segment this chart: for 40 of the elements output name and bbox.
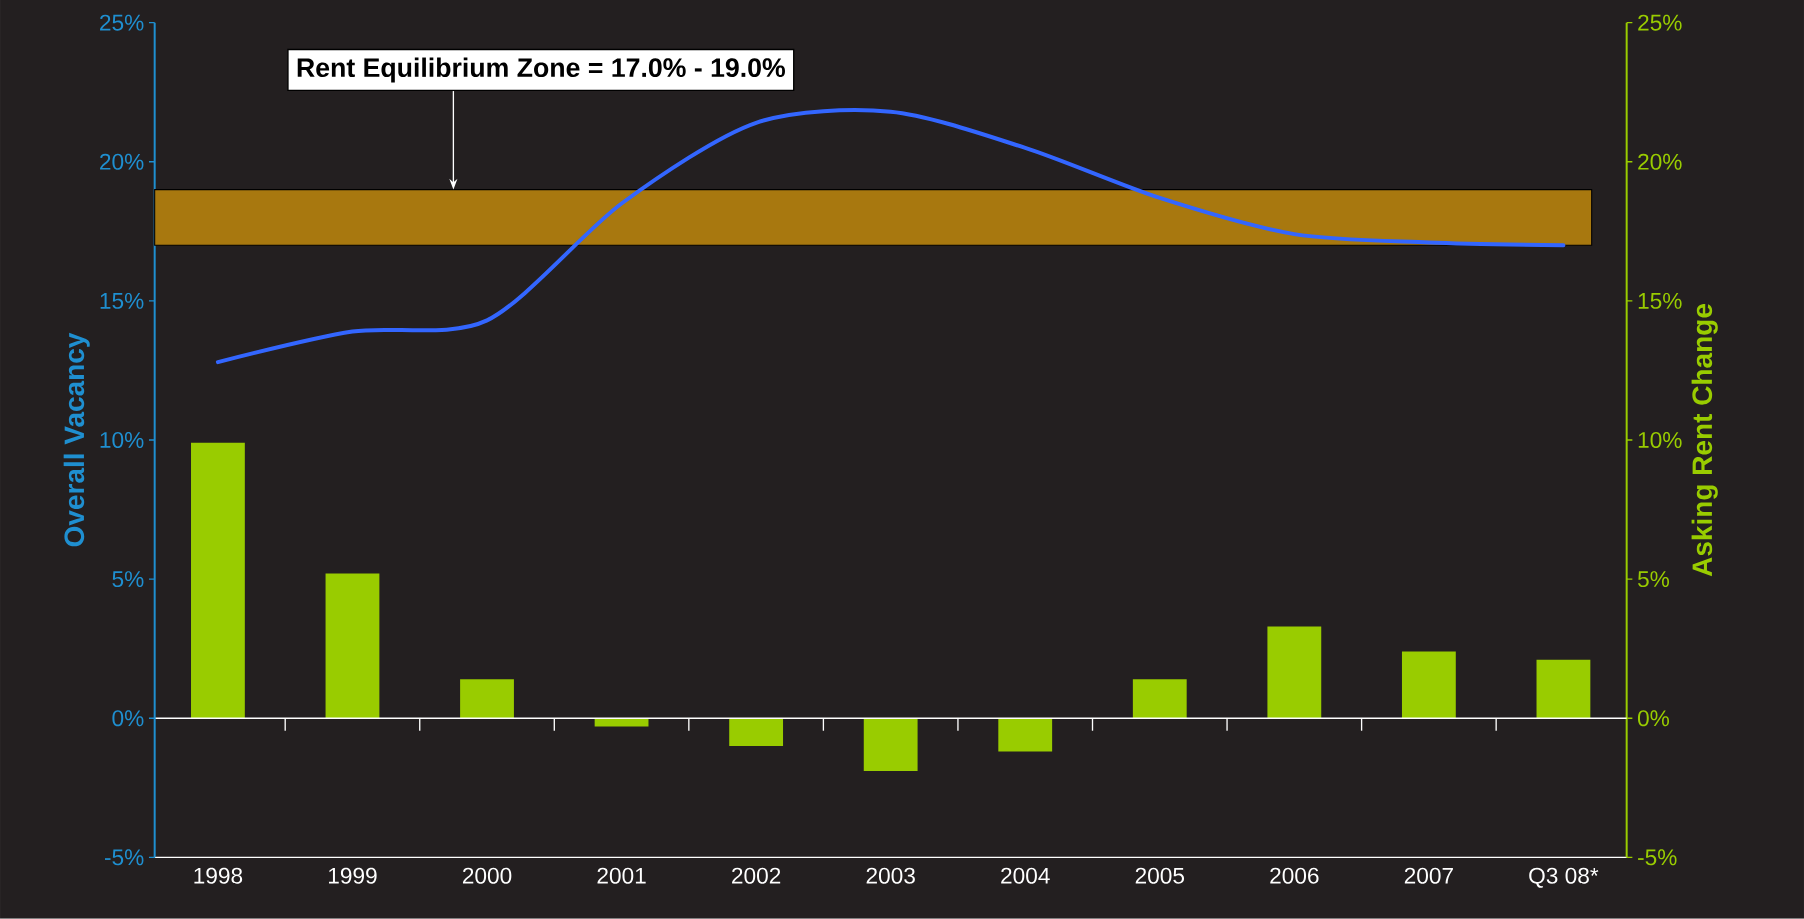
- bar: [863, 718, 918, 772]
- y-tick-label: 15%: [100, 293, 144, 310]
- bar: [594, 718, 649, 727]
- bar: [1267, 626, 1322, 719]
- bar: [460, 679, 514, 719]
- x-tick-label: 2002: [732, 867, 781, 884]
- y-tick-label: 0%: [112, 710, 144, 727]
- y2-tick-label: 20%: [1638, 153, 1682, 170]
- y2-tick-label: -5%: [1638, 849, 1677, 866]
- y-tick-label: 25%: [100, 14, 144, 31]
- x-tick-label: 2005: [1135, 867, 1185, 884]
- x-tick-label: 2003: [866, 867, 915, 884]
- y-tick-label: -5%: [104, 849, 144, 866]
- x-tick-label: 1999: [328, 867, 377, 884]
- x-tick-label: 2006: [1270, 867, 1319, 884]
- y2-tick-label: 15%: [1638, 293, 1682, 310]
- y-tick-label: 20%: [100, 153, 144, 170]
- y2-tick-label: 5%: [1637, 571, 1670, 588]
- bar: [729, 718, 784, 747]
- x-tick-label: 2004: [1001, 867, 1050, 884]
- x-tick-label: Q3 08*: [1529, 867, 1599, 889]
- bar: [1401, 651, 1456, 719]
- y2-tick-label: 0%: [1637, 710, 1670, 727]
- bar: [191, 442, 245, 719]
- band-label: Rent Equilibrium Zone = 17.0% - 19.0%: [297, 57, 785, 83]
- x-tick-label: 2007: [1404, 867, 1453, 884]
- y-tick-label: 10%: [100, 432, 144, 449]
- bar: [1132, 679, 1187, 719]
- y-axis-title: Overall Vacancy: [63, 332, 90, 547]
- x-tick-label: 1998: [194, 867, 243, 884]
- bar: [998, 718, 1053, 752]
- y-tick-label: 5%: [112, 571, 144, 588]
- y2-tick-label: 25%: [1638, 14, 1682, 31]
- y2-axis-title: Asking Rent Change: [1691, 304, 1718, 577]
- bar: [1536, 659, 1591, 719]
- line-series: [215, 108, 1566, 365]
- x-tick-label: 2000: [462, 867, 512, 884]
- y2-tick-label: 10%: [1638, 432, 1682, 449]
- bar: [325, 573, 380, 719]
- x-tick-label: 2001: [597, 867, 646, 884]
